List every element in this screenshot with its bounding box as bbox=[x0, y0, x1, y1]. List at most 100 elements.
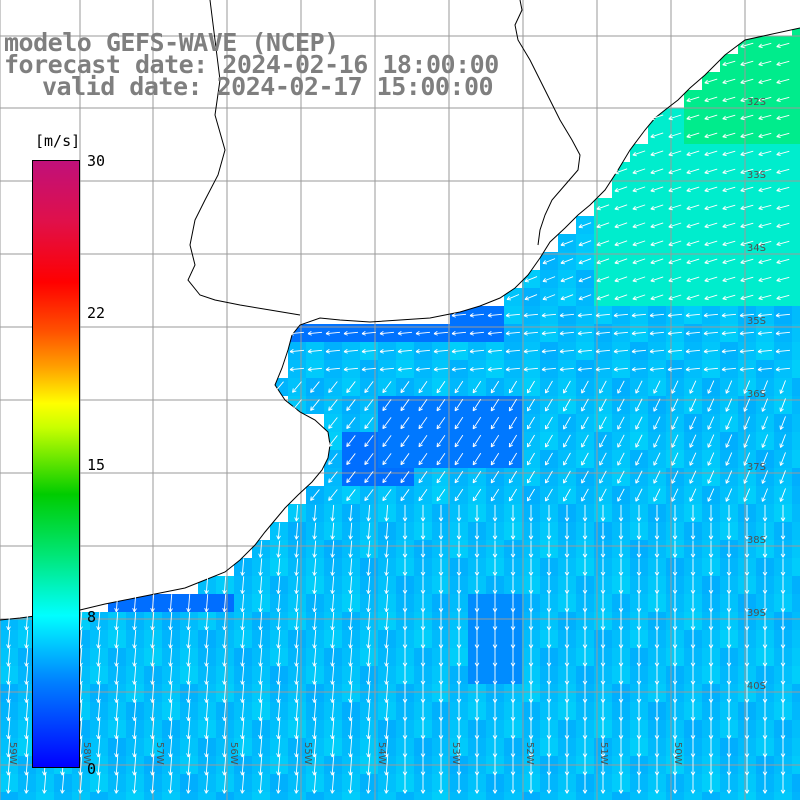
wind-arrow bbox=[743, 380, 751, 394]
wind-arrow bbox=[523, 367, 539, 372]
wind-arrow bbox=[780, 576, 786, 594]
wind-arrow bbox=[402, 558, 408, 576]
wind-arrow bbox=[725, 398, 733, 412]
wind-arrow bbox=[704, 240, 718, 247]
wind-arrow bbox=[438, 504, 444, 522]
wind-arrow bbox=[328, 453, 338, 465]
wind-arrow bbox=[330, 540, 335, 558]
wind-arrow bbox=[689, 380, 697, 394]
wind-arrow bbox=[599, 488, 607, 502]
wind-arrow bbox=[686, 168, 700, 175]
wind-arrow bbox=[560, 258, 574, 265]
wind-arrow bbox=[366, 504, 371, 522]
wind-arrow bbox=[739, 367, 755, 372]
wind-arrow bbox=[780, 558, 786, 576]
wind-arrow bbox=[776, 96, 790, 103]
wind-arrow bbox=[668, 168, 682, 175]
wind-cell bbox=[792, 54, 800, 72]
wind-arrow bbox=[780, 540, 786, 558]
wind-arrow bbox=[328, 417, 338, 429]
wind-cell bbox=[324, 792, 342, 800]
wind-arrow bbox=[689, 416, 697, 430]
wind-arrow bbox=[703, 313, 719, 318]
wind-arrow bbox=[114, 594, 119, 613]
wind-cell bbox=[792, 216, 800, 234]
wind-arrow bbox=[704, 150, 718, 157]
wind-cell bbox=[54, 792, 72, 800]
wind-arrow bbox=[364, 417, 374, 430]
wind-cell bbox=[792, 432, 800, 450]
wind-arrow bbox=[650, 240, 664, 247]
wind-arrow bbox=[415, 349, 431, 354]
wind-cell bbox=[180, 792, 198, 800]
wind-arrow bbox=[725, 380, 733, 394]
wind-arrow bbox=[653, 416, 661, 430]
wind-arrow bbox=[722, 204, 736, 211]
wind-arrow bbox=[614, 276, 628, 283]
wind-arrow bbox=[436, 488, 446, 502]
wind-arrow bbox=[364, 453, 374, 466]
wind-arrow bbox=[725, 452, 733, 466]
wind-arrow bbox=[779, 470, 786, 484]
wind-arrow bbox=[364, 435, 374, 448]
wind-cell bbox=[792, 612, 800, 630]
wind-arrow bbox=[366, 540, 371, 558]
wind-arrow bbox=[703, 331, 719, 336]
wind-arrow bbox=[469, 313, 485, 318]
wind-arrow bbox=[667, 367, 683, 372]
wind-arrow bbox=[653, 434, 661, 448]
wind-arrow bbox=[289, 331, 305, 336]
colorbar-unit: [m/s] bbox=[35, 132, 81, 150]
wind-arrow bbox=[400, 417, 410, 430]
wind-arrow bbox=[490, 434, 500, 448]
wind-arrow bbox=[613, 313, 629, 318]
wind-arrow bbox=[456, 504, 462, 522]
wind-arrow bbox=[204, 594, 209, 613]
wind-arrow bbox=[564, 522, 570, 540]
wind-arrow bbox=[722, 276, 736, 283]
wind-cell bbox=[378, 792, 396, 800]
wind-arrow bbox=[704, 258, 718, 265]
wind-arrow bbox=[726, 576, 732, 594]
wind-cell bbox=[792, 288, 800, 306]
wind-arrow bbox=[526, 434, 535, 448]
wind-arrow bbox=[582, 558, 588, 576]
wind-arrow bbox=[510, 576, 516, 594]
wind-arrow bbox=[330, 594, 335, 613]
wind-arrow bbox=[490, 398, 500, 412]
wind-arrow bbox=[722, 168, 736, 175]
wind-arrow bbox=[581, 488, 589, 502]
wind-arrow bbox=[596, 294, 610, 301]
wind-arrow bbox=[722, 186, 736, 193]
wind-arrow bbox=[528, 576, 534, 594]
wind-arrow bbox=[614, 186, 628, 193]
wind-arrow bbox=[240, 576, 245, 594]
wind-arrow bbox=[704, 204, 718, 211]
wind-arrow bbox=[578, 276, 592, 283]
wind-arrow bbox=[600, 576, 606, 594]
wind-arrow bbox=[546, 540, 552, 558]
wind-arrow bbox=[348, 540, 353, 558]
wind-arrow bbox=[757, 331, 773, 336]
wind-arrow bbox=[708, 576, 714, 594]
wind-arrow bbox=[740, 204, 754, 211]
wind-arrow bbox=[545, 452, 553, 466]
wind-arrow bbox=[510, 504, 516, 522]
wind-cell bbox=[90, 792, 108, 800]
wind-arrow bbox=[400, 453, 410, 466]
wind-arrow bbox=[474, 576, 480, 594]
wind-arrow bbox=[722, 114, 736, 121]
wind-cell bbox=[108, 792, 126, 800]
wind-arrow bbox=[294, 594, 299, 613]
wind-arrow bbox=[614, 204, 628, 211]
wind-arrow bbox=[582, 504, 588, 522]
wind-arrow bbox=[744, 576, 750, 594]
wind-arrow bbox=[690, 540, 696, 558]
wind-cell bbox=[252, 792, 270, 800]
wind-arrow bbox=[563, 398, 571, 412]
wind-arrow bbox=[631, 367, 647, 372]
wind-arrow bbox=[578, 222, 592, 229]
wind-arrow bbox=[708, 540, 714, 558]
wind-arrow bbox=[704, 114, 718, 121]
